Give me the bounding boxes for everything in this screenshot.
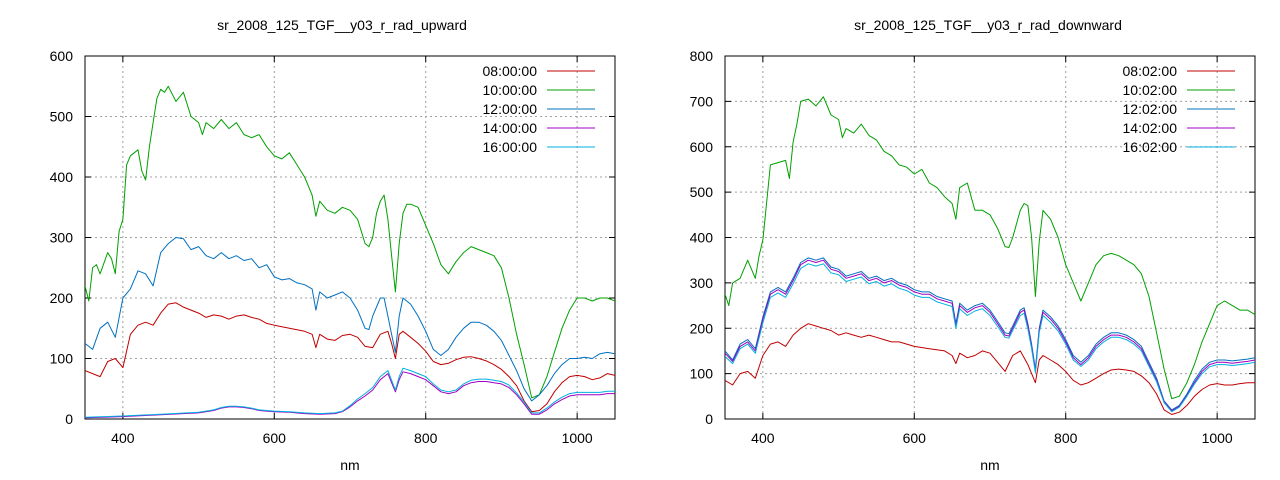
panel2-ytick-label-6: 600 <box>690 139 714 155</box>
panel1-ytick-label-2: 200 <box>50 290 74 306</box>
panel2-legend-label-2: 12:02:00 <box>1123 101 1178 117</box>
panel1-series-16-00-00 <box>85 367 615 418</box>
panel2-series-08-02-00 <box>725 323 1255 415</box>
panel1-series-10-00-00 <box>85 85 615 399</box>
panel2-series-16-02-00 <box>725 263 1255 413</box>
panel2-ytick-label-2: 200 <box>690 320 714 336</box>
panel2-series-10-02-00 <box>725 96 1255 400</box>
panel1-series-08-00-00 <box>85 302 615 413</box>
panel1-ytick-label-3: 300 <box>50 230 74 246</box>
panel1-ytick-label-4: 400 <box>50 169 74 185</box>
panel1-legend-label-0: 08:00:00 <box>483 63 538 79</box>
panel2-xtick-label-0: 400 <box>751 430 775 446</box>
chart-panel-downward: sr_2008_125_TGF__y03_r_rad_downward 400 60… <box>690 17 1256 473</box>
panel1-series-12-00-00 <box>85 237 615 402</box>
panel1-ytick-label-0: 0 <box>65 411 73 427</box>
panel2-ytick-label-5: 500 <box>690 184 714 200</box>
panel2-xtick-label-3: 1000 <box>1202 430 1233 446</box>
panel1-xtick-label-2: 800 <box>414 430 438 446</box>
panel2-xtick-label-1: 600 <box>903 430 927 446</box>
panel1-legend-label-4: 16:00:00 <box>483 139 538 155</box>
panel1-ytick-label-1: 100 <box>50 351 74 367</box>
panel1-xtick-label-1: 600 <box>263 430 287 446</box>
panel2-ytick-label-3: 300 <box>690 275 714 291</box>
panel2-legend-label-1: 10:02:00 <box>1123 82 1178 98</box>
panel2-ytick-label-1: 100 <box>690 366 714 382</box>
panel1-title: sr_2008_125_TGF__y03_r_rad_upward <box>217 17 467 33</box>
panel2-ytick-label-4: 400 <box>690 230 714 246</box>
panel1-legend-label-1: 10:00:00 <box>483 82 538 98</box>
panel2-series-12-02-00 <box>725 257 1255 411</box>
panel2-title: sr_2008_125_TGF__y03_r_rad_downward <box>854 17 1122 33</box>
panel2-legend-label-4: 16:02:00 <box>1123 139 1178 155</box>
panel1-xaxis-label: nm <box>340 457 359 473</box>
panel1-legend-label-2: 12:00:00 <box>483 101 538 117</box>
panel2-ytick-label-7: 700 <box>690 93 714 109</box>
panel2-legend-label-0: 08:02:00 <box>1123 63 1178 79</box>
panel2-xaxis-label: nm <box>980 457 999 473</box>
panel1-ytick-label-5: 500 <box>50 109 74 125</box>
panel2-legend-label-3: 14:02:00 <box>1123 120 1178 136</box>
chart-panel-upward: sr_2008_125_TGF__y03_r_rad_upward 400 600 8… <box>50 17 616 473</box>
panel1-xtick-label-0: 400 <box>111 430 135 446</box>
panel2-ytick-label-8: 800 <box>690 48 714 64</box>
panel1-xtick-label-3: 1000 <box>562 430 593 446</box>
panel2-ytick-label-0: 0 <box>705 411 713 427</box>
panel1-series-14-00-00 <box>85 371 615 419</box>
panel1-ytick-label-6: 600 <box>50 48 74 64</box>
panel2-xtick-label-2: 800 <box>1054 430 1078 446</box>
panel1-legend-label-3: 14:00:00 <box>483 120 538 136</box>
